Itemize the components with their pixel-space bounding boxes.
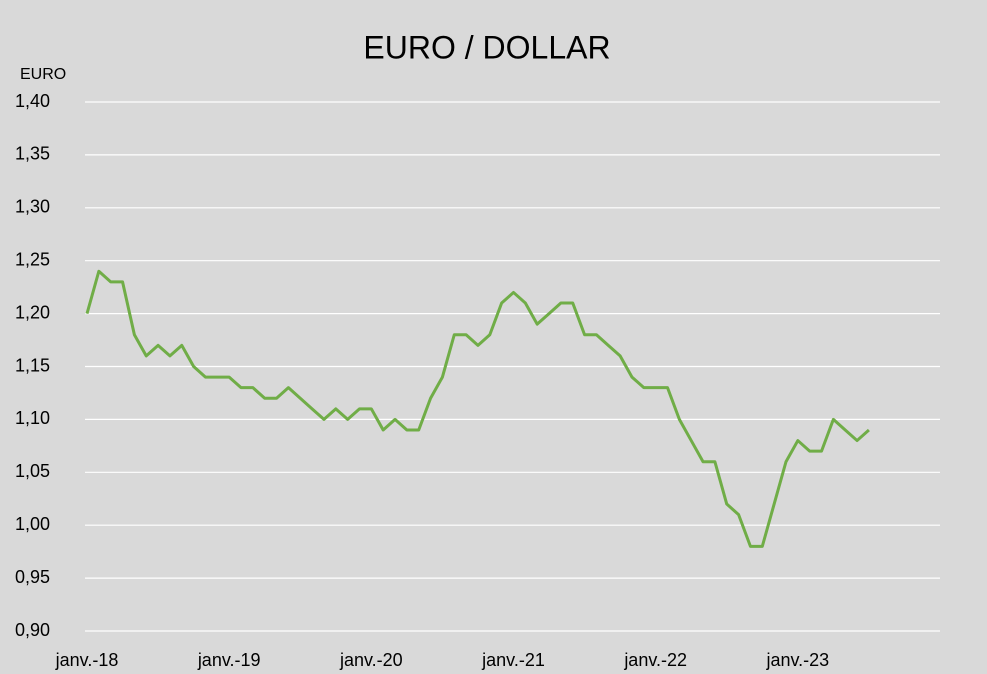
y-tick-label: 1,35 [15,144,50,164]
y-tick-label: 1,20 [15,302,50,322]
x-tick-label: janv.-18 [55,650,119,670]
x-tick-label: janv.-20 [339,650,403,670]
y-tick-label: 1,30 [15,197,50,217]
y-tick-label: 0,90 [15,620,50,640]
y-tick-label: 1,05 [15,461,50,481]
y-tick-label: 1,10 [15,408,50,428]
x-tick-label: janv.-22 [623,650,687,670]
x-tick-label: janv.-21 [481,650,545,670]
y-axis-label: EURO [20,66,66,83]
y-tick-label: 1,40 [15,91,50,111]
y-tick-label: 0,95 [15,567,50,587]
y-tick-label: 1,15 [15,355,50,375]
line-series [85,269,870,548]
x-tick-label: janv.-23 [765,650,829,670]
y-tick-label: 1,00 [15,514,50,534]
x-tick-label: janv.-19 [197,650,261,670]
chart-title: EURO / DOLLAR [363,29,610,65]
y-tick-label: 1,25 [15,249,50,269]
